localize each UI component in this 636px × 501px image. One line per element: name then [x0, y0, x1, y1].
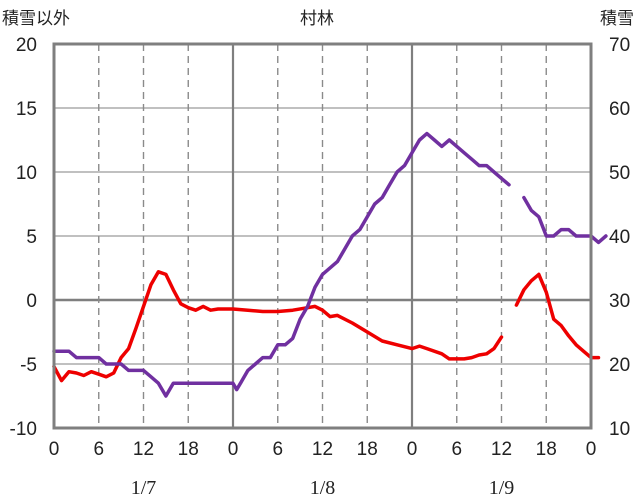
- right-tick-label: 70: [609, 35, 630, 56]
- left-tick-label: -5: [20, 355, 37, 376]
- x-tick-label: 12: [133, 439, 154, 460]
- x-tick-label: 18: [357, 439, 378, 460]
- left-tick-label: 5: [26, 227, 37, 248]
- x-tick-label: 0: [586, 439, 597, 460]
- left-tick-label: 15: [16, 99, 37, 120]
- x-tick-label: 6: [272, 439, 283, 460]
- right-tick-label: 60: [609, 99, 630, 120]
- date-label: 1/9: [489, 477, 515, 499]
- temperature-line: [514, 272, 601, 360]
- x-tick-label: 6: [93, 439, 104, 460]
- x-tick-label: 0: [228, 439, 239, 460]
- right-tick-label: 40: [609, 227, 630, 248]
- x-tick-label: 6: [451, 439, 462, 460]
- x-tick-label: 12: [491, 439, 512, 460]
- series-layer: [52, 131, 608, 398]
- right-tick-label: 10: [609, 419, 630, 440]
- left-axis-label: 積雪以外: [2, 9, 70, 29]
- x-tick-label: 18: [178, 439, 199, 460]
- x-tick-label: 18: [536, 439, 557, 460]
- left-tick-label: 20: [16, 35, 37, 56]
- left-tick-label: 10: [16, 163, 37, 184]
- x-tick-label: 12: [312, 439, 333, 460]
- right-tick-label: 30: [609, 291, 630, 312]
- x-tick-label: 0: [49, 439, 60, 460]
- left-tick-label: 0: [26, 291, 37, 312]
- x-tick-label: 0: [407, 439, 418, 460]
- right-tick-label: 50: [609, 163, 630, 184]
- temperature-line: [52, 270, 504, 383]
- date-label: 1/7: [131, 477, 157, 499]
- plot-frame: [52, 42, 593, 430]
- chart-title: 村林: [300, 9, 334, 29]
- right-tick-label: 20: [609, 355, 630, 376]
- date-label: 1/8: [310, 477, 336, 499]
- snow-depth-line: [52, 131, 511, 398]
- left-tick-label: -10: [10, 419, 37, 440]
- right-axis-label: 積雪: [600, 9, 634, 29]
